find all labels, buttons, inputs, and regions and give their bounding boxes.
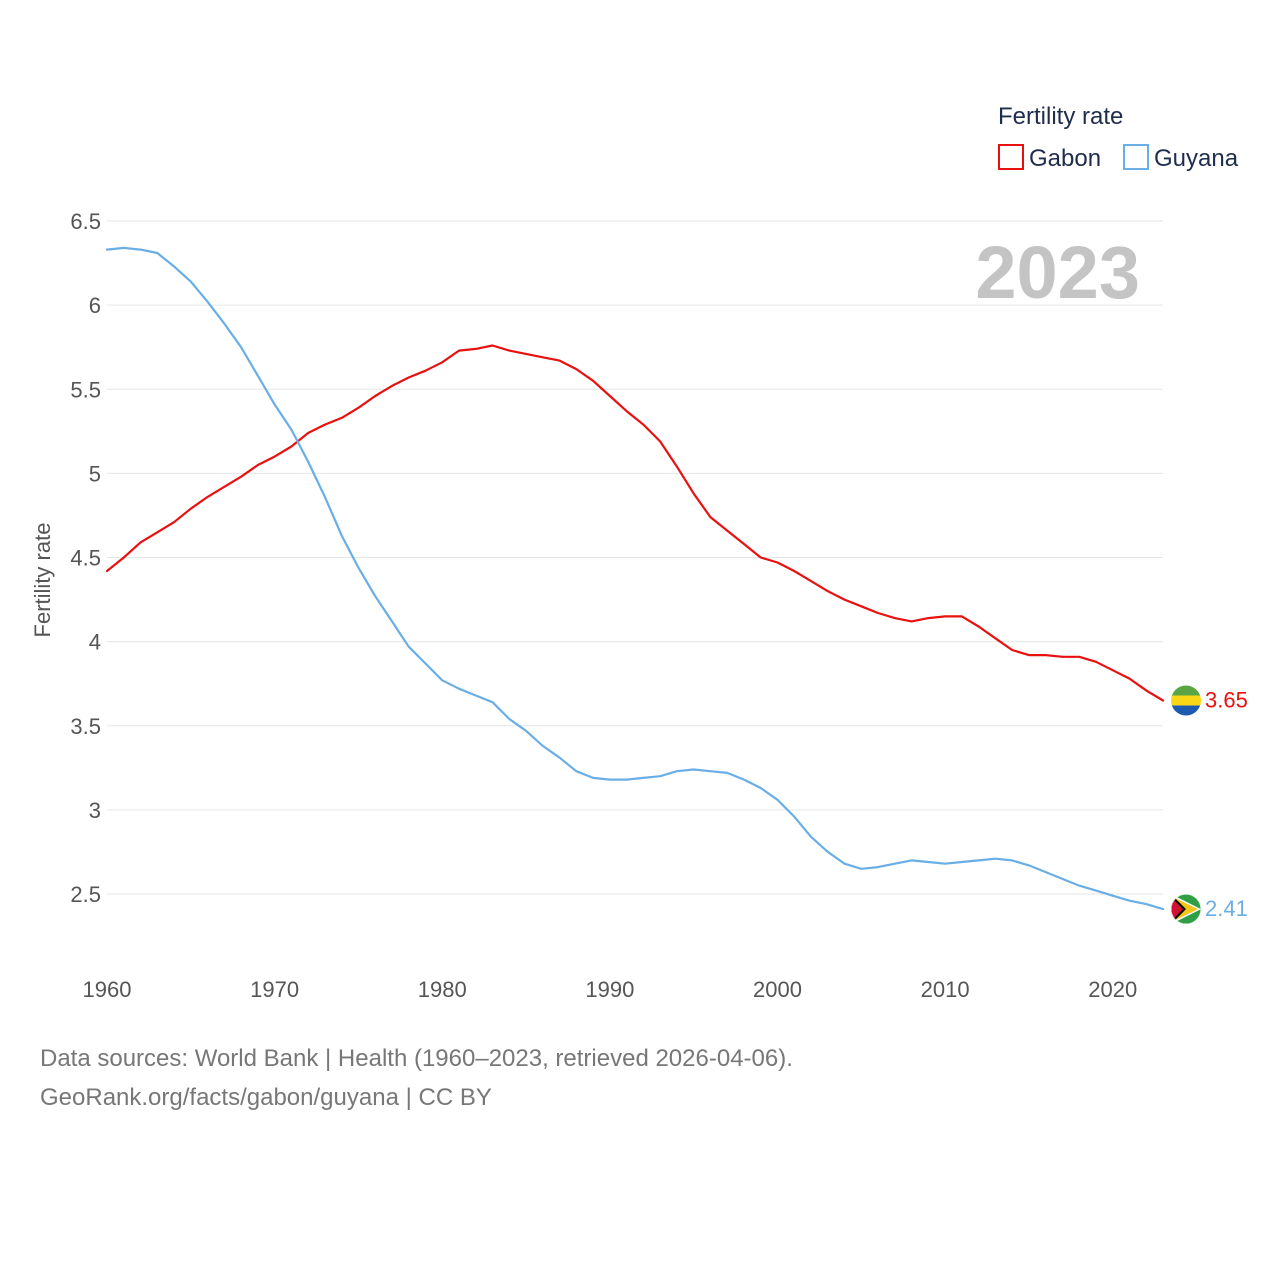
y-axis-label: Fertility rate [30, 523, 55, 638]
y-tick-label: 4.5 [70, 546, 101, 571]
legend-label-gabon[interactable]: Gabon [1029, 145, 1101, 172]
gabon-flag-icon [1171, 685, 1201, 716]
end-markers: 3.65 2.41 [1171, 685, 1248, 925]
x-axis-ticks: 1960 1970 1980 1990 2000 2010 2020 [83, 977, 1138, 1002]
y-tick-label: 2.5 [70, 882, 101, 907]
series-layer [105, 246, 1165, 911]
y-tick-label: 5 [89, 461, 101, 486]
end-value-guyana: 2.41 [1205, 896, 1248, 921]
x-tick-label: 1990 [585, 977, 634, 1002]
y-tick-label: 3 [89, 798, 101, 823]
footer-credit[interactable]: GeoRank.org/facts/gabon/guyana | CC BY [40, 1084, 492, 1111]
series-line-gabon[interactable] [105, 344, 1165, 702]
series-line-guyana[interactable] [105, 246, 1165, 911]
x-tick-label: 2000 [753, 977, 802, 1002]
guyana-flag-icon [1171, 894, 1201, 925]
x-tick-label: 1970 [250, 977, 299, 1002]
legend-swatch-gabon [998, 144, 1024, 170]
y-tick-label: 4 [89, 630, 101, 655]
end-value-gabon: 3.65 [1205, 688, 1248, 713]
y-tick-label: 6.5 [70, 209, 101, 234]
y-tick-label: 6 [89, 293, 101, 318]
x-tick-label: 2010 [921, 977, 970, 1002]
x-tick-label: 1980 [418, 977, 467, 1002]
x-tick-label: 2020 [1088, 977, 1137, 1002]
y-axis-ticks: 2.5 3 3.5 4 4.5 5 5.5 6 6.5 [70, 209, 101, 907]
grid [107, 220, 1163, 895]
legend-title: Fertility rate [998, 103, 1123, 130]
legend-label-guyana[interactable]: Guyana [1154, 145, 1239, 172]
footer-source: Data sources: World Bank | Health (1960–… [40, 1045, 793, 1072]
legend: Fertility rate Gabon Guyana [998, 103, 1239, 172]
y-tick-label: 5.5 [70, 377, 101, 402]
x-tick-label: 1960 [83, 977, 132, 1002]
legend-swatch-guyana [1123, 144, 1149, 170]
y-tick-label: 3.5 [70, 714, 101, 739]
year-watermark: 2023 [975, 231, 1140, 314]
